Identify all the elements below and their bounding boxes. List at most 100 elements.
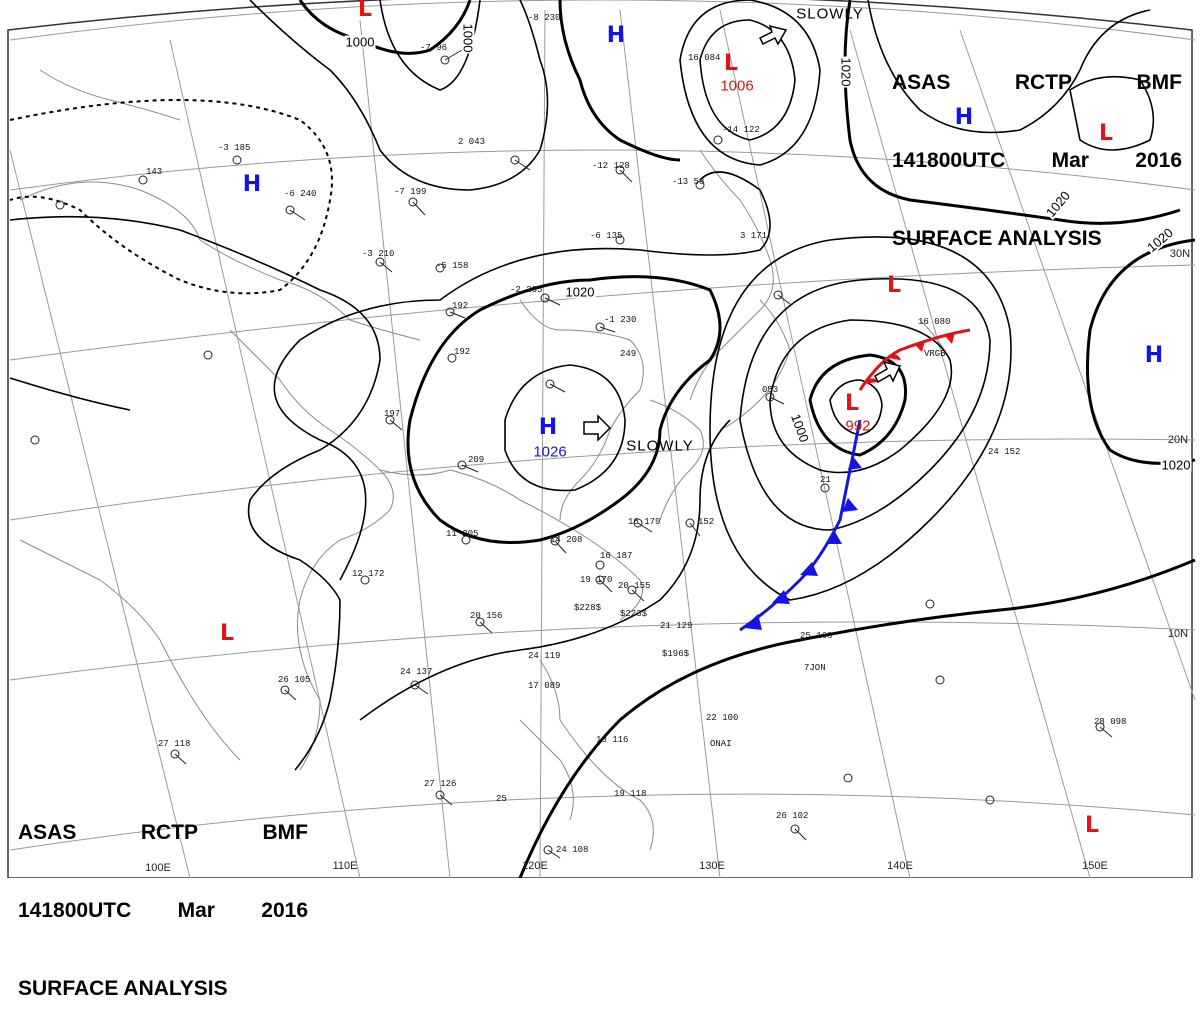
station-data: $223$ — [620, 609, 648, 619]
station-data: 16 179 — [628, 517, 661, 527]
station-data: 14 208 — [550, 535, 583, 545]
station-data: 17 089 — [528, 681, 561, 691]
time-label: 141800UTC — [18, 899, 132, 922]
station-data: 21 — [820, 475, 831, 485]
trough-lines — [9, 99, 333, 295]
station-data: -7 96 — [420, 43, 448, 53]
station-data: -6 135 — [590, 231, 623, 241]
station-data: 21 129 — [660, 621, 693, 631]
station-data: 152 — [698, 517, 715, 527]
station-data: 20 155 — [618, 581, 651, 591]
longitude-label: 100E — [145, 862, 171, 874]
longitude-label: 140E — [887, 860, 913, 872]
low-pressure-ne: L — [1098, 121, 1114, 146]
station-data: 24 119 — [528, 651, 561, 661]
map-header-top: ASAS RCTP BMF 141800UTC Mar 2016 SURFACE ANA… — [892, 18, 1182, 278]
station-data: 3 171 — [740, 231, 768, 241]
low-pressure-sw: L — [219, 621, 235, 646]
station-data: 197 — [384, 409, 401, 419]
station-data: -2 205 — [510, 285, 543, 295]
station-data: $228$ — [574, 603, 602, 613]
station-data: VRGB — [924, 349, 946, 359]
station-data: -14 122 — [722, 125, 760, 135]
station-data: -7 199 — [394, 187, 427, 197]
map-header-bottom: ASAS RCTP BMF 141800UTC Mar 2016 SURFACE ANA… — [18, 768, 308, 1028]
station-data: 19 118 — [614, 789, 647, 799]
high-pressure-center: H — [538, 415, 558, 440]
low-pressure-se: L — [1084, 813, 1100, 838]
station-data: -1 230 — [604, 315, 637, 325]
cold-front — [739, 419, 862, 632]
longitude-label: 120E — [522, 860, 548, 872]
product-label: SURFACE ANALYSIS — [892, 227, 1102, 250]
station-data: 27 126 — [424, 779, 457, 789]
station-data: 19 170 — [580, 575, 613, 585]
wind-barbs — [174, 49, 1113, 859]
station-data: 28 098 — [1094, 717, 1127, 727]
station-data: 192 — [452, 301, 469, 311]
isobar-label: 1020 — [838, 56, 854, 88]
station-data: 16 080 — [918, 317, 951, 327]
weather-map — [7, 0, 1196, 878]
station-data: 11 205 — [446, 529, 479, 539]
longitude-label: 110E — [332, 860, 358, 872]
station-data: 7JON — [804, 663, 826, 673]
longitude-label: 130E — [699, 860, 725, 872]
low-pressure-value: 992 — [845, 417, 871, 435]
station-data: 12 172 — [352, 569, 385, 579]
agency-label: ASAS — [892, 71, 951, 94]
month-label: Mar — [1051, 149, 1089, 172]
station-data: -3 185 — [218, 143, 251, 153]
high-pressure-value: 1026 — [533, 443, 567, 461]
station-data: 18 116 — [596, 735, 629, 745]
office-label: BMF — [1136, 71, 1183, 94]
arrow-icon — [758, 24, 788, 46]
latitude-label: 30N — [1169, 248, 1191, 260]
station-data: 22 100 — [706, 713, 739, 723]
arrow-icon — [583, 414, 612, 442]
station-data: 25 168 — [800, 631, 833, 641]
low-pressure-top: L — [357, 0, 373, 22]
arrow-icon — [874, 360, 902, 384]
station-data: 24 108 — [556, 845, 589, 855]
low-pressure-center-north2: L — [886, 273, 902, 298]
high-pressure-ne: H — [954, 105, 974, 130]
station-data: -12 128 — [592, 161, 630, 171]
isobars — [9, 0, 1196, 878]
latitude-label: 10N — [1167, 628, 1189, 640]
center-label: RCTP — [140, 821, 199, 844]
latitude-label: 20N — [1167, 434, 1189, 446]
high-pressure-east: H — [1144, 343, 1164, 368]
station-data: 16 084 — [688, 53, 721, 63]
month-label: Mar — [177, 899, 215, 922]
time-label: 141800UTC — [892, 149, 1006, 172]
isobar-label: 1000 — [460, 22, 476, 54]
low-pressure-value-north: 1006 — [720, 77, 754, 95]
station-data: 27 118 — [158, 739, 191, 749]
station-data: 20 156 — [470, 611, 503, 621]
station-data: -5 158 — [436, 261, 469, 271]
isobar-label: 1020 — [564, 284, 596, 300]
office-label: BMF — [262, 821, 309, 844]
product-label: SURFACE ANALYSIS — [18, 977, 228, 1000]
station-data: 192 — [454, 347, 471, 357]
low-pressure-center-north: L — [723, 51, 739, 76]
isobar-label: 1020 — [1160, 457, 1192, 473]
station-data: -8 230 — [528, 13, 561, 23]
station-data: 209 — [468, 455, 485, 465]
station-data: 25 — [496, 794, 507, 804]
station-data: 143 — [146, 167, 163, 177]
high-pressure-north: H — [606, 23, 626, 48]
longitude-lines — [9, 9, 1196, 878]
year-label: 2016 — [1135, 149, 1182, 172]
low-pressure-center: L — [844, 391, 860, 416]
station-data: 16 187 — [600, 551, 633, 561]
station-data: -13 58 — [672, 177, 705, 187]
isobar-label: 1000 — [344, 34, 376, 50]
high-pressure-nw: H — [242, 172, 262, 197]
station-data: 26 105 — [278, 675, 311, 685]
station-data: ONAI — [710, 739, 732, 749]
high-movement-label: SLOWLY — [626, 437, 694, 455]
station-data: 24 152 — [988, 447, 1021, 457]
station-markers — [30, 55, 1105, 855]
